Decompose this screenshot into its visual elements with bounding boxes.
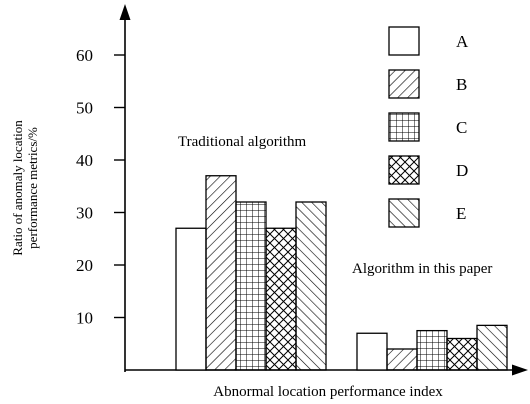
legend-label-a: A [456, 32, 469, 51]
y-tick-label: 50 [76, 99, 93, 118]
bar-d-group-2 [446, 337, 478, 371]
legend-label-c: C [456, 118, 467, 137]
legend: A B C D E [388, 26, 469, 228]
category-label-this-paper: Algorithm in this paper [352, 261, 492, 277]
legend-label-b: B [456, 75, 467, 94]
y-ticks: 10 20 30 40 50 60 [76, 46, 125, 328]
legend-swatch-e [388, 198, 420, 228]
legend-swatch-a [388, 26, 420, 56]
y-tick-label: 40 [76, 151, 93, 170]
legend-label-e: E [456, 204, 466, 223]
y-axis-arrow-icon [119, 4, 131, 20]
y-tick-label: 10 [76, 309, 93, 328]
bar-b-group-1 [205, 175, 237, 371]
legend-label-d: D [456, 161, 468, 180]
bar-e-group-2 [476, 324, 508, 371]
bar-a-group-1 [175, 227, 207, 371]
y-tick-label: 30 [76, 204, 93, 223]
bar-b-group-2 [386, 348, 418, 371]
legend-swatch-c [388, 112, 420, 142]
bars [175, 175, 508, 371]
bar-a-group-2 [356, 332, 388, 371]
y-axis-label-line-1: Ratio of anomaly location [10, 120, 25, 256]
y-axis [119, 4, 131, 372]
x-axis-arrow-icon [512, 364, 528, 376]
category-label-traditional: Traditional algorithm [178, 134, 307, 150]
y-axis-label-line-2: performance metrics/% [25, 127, 40, 249]
bar-c-group-2 [416, 329, 448, 371]
bar-e-group-1 [295, 201, 327, 371]
y-tick-label: 60 [76, 46, 93, 65]
bar-c-group-1 [235, 201, 267, 371]
bar-d-group-1 [265, 227, 297, 371]
x-axis-label: Abnormal location performance index [213, 384, 443, 400]
legend-swatch-b [388, 69, 420, 99]
legend-swatch-d [388, 155, 420, 185]
y-axis-label: Ratio of anomaly location performance me… [10, 120, 40, 256]
y-tick-label: 20 [76, 256, 93, 275]
